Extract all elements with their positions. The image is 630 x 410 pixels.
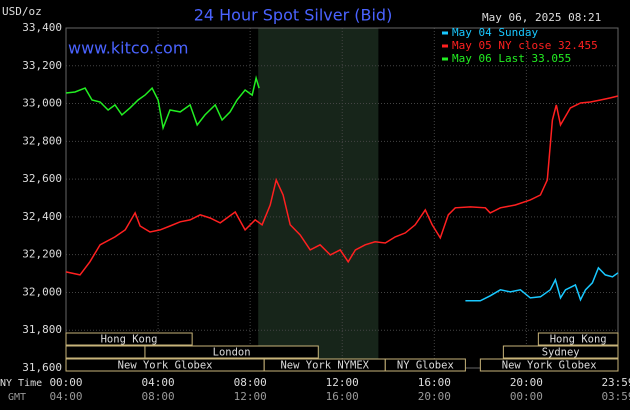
session-box xyxy=(384,358,466,372)
session-label: Sydney xyxy=(542,347,580,359)
session-label: Hong Kong xyxy=(550,334,607,346)
y-tick-label: 33,400 xyxy=(22,21,62,34)
session-label: New York Globex xyxy=(118,360,213,372)
legend-entry: May 05 NY close 32.455 xyxy=(452,39,598,52)
y-tick-label: 33,200 xyxy=(22,59,62,72)
legend-entry: May 06 Last 33.055 xyxy=(452,52,571,65)
session-label: London xyxy=(213,347,251,359)
x-tick-label: 23:59 xyxy=(601,376,630,389)
timestamp: May 06, 2025 08:21 xyxy=(482,11,601,24)
x2-tick-label: 03:59 xyxy=(601,390,630,403)
x2-tick-label: 00:00 xyxy=(510,390,543,403)
session-box xyxy=(479,358,619,372)
y-axis-label: USD/oz xyxy=(2,5,42,18)
highlight-band xyxy=(258,28,379,368)
x2-tick-label: 20:00 xyxy=(418,390,451,403)
legend-swatch xyxy=(442,44,448,48)
x2-tick-label: 08:00 xyxy=(142,390,175,403)
x2-tick-label: 16:00 xyxy=(326,390,359,403)
session-box xyxy=(502,345,619,359)
session-label: Hong Kong xyxy=(101,334,158,346)
x-tick-label: 12:00 xyxy=(326,376,359,389)
y-tick-label: 32,400 xyxy=(22,210,62,223)
y-tick-label: 31,800 xyxy=(22,323,62,336)
series-line xyxy=(65,75,260,131)
x-tick-label: 00:00 xyxy=(49,376,82,389)
session-box xyxy=(144,345,319,359)
session-label: New York Globex xyxy=(502,360,597,372)
legend-entry: May 04 Sunday xyxy=(452,26,538,39)
session-box xyxy=(537,332,619,346)
source-label: www.kitco.com xyxy=(68,39,188,58)
session-label: New York NYMEX xyxy=(280,360,369,372)
y-tick-label: 32,600 xyxy=(22,172,62,185)
chart-title: 24 Hour Spot Silver (Bid) xyxy=(194,6,393,25)
x-axis-label: NY Time xyxy=(0,378,42,389)
x-tick-label: 20:00 xyxy=(510,376,543,389)
y-tick-label: 32,200 xyxy=(22,248,62,261)
series-line xyxy=(65,95,619,276)
y-tick-label: 32,000 xyxy=(22,285,62,298)
x2-tick-label: 12:00 xyxy=(234,390,267,403)
x2-axis-label: GMT xyxy=(8,392,26,403)
y-tick-label: 31,600 xyxy=(22,361,62,374)
legend-swatch xyxy=(442,57,448,61)
series-line xyxy=(465,266,619,302)
x-tick-label: 16:00 xyxy=(418,376,451,389)
x-tick-label: 04:00 xyxy=(142,376,175,389)
y-tick-label: 32,800 xyxy=(22,134,62,147)
session-box xyxy=(65,332,193,346)
x-tick-label: 08:00 xyxy=(234,376,267,389)
session-label: NY Globex xyxy=(397,360,454,372)
session-box xyxy=(65,345,146,359)
y-tick-label: 33,000 xyxy=(22,97,62,110)
legend-swatch xyxy=(442,31,448,35)
x2-tick-label: 04:00 xyxy=(49,390,82,403)
